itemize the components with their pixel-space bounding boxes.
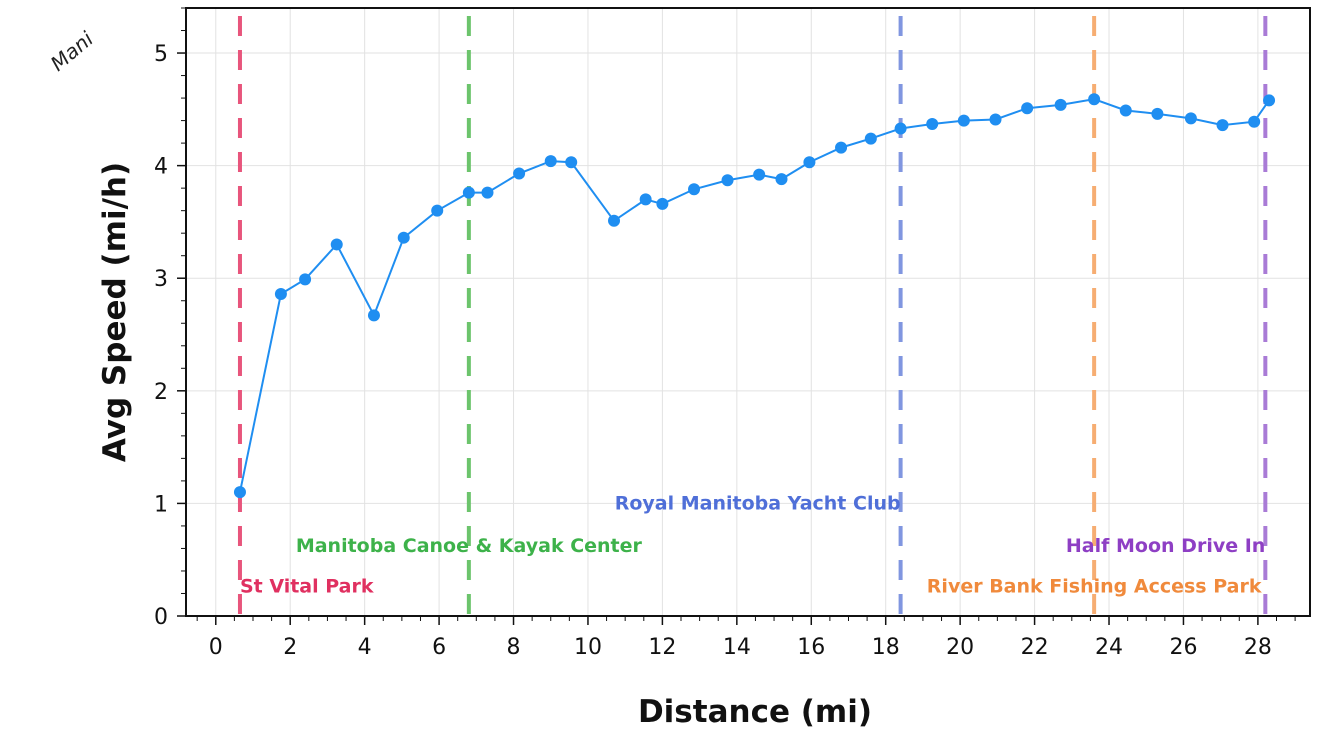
- series-line: [238, 98, 1270, 493]
- y-tick-label: 3: [154, 267, 168, 292]
- x-tick-label: 14: [723, 635, 751, 660]
- x-tick-label: 16: [797, 635, 825, 660]
- landmark-label: St Vital Park: [240, 576, 374, 598]
- data-point: [1263, 94, 1276, 107]
- x-tick-label: 6: [432, 635, 446, 660]
- data-point: [1088, 93, 1101, 106]
- data-point: [721, 174, 734, 187]
- data-point: [1054, 98, 1067, 111]
- data-point: [1184, 112, 1197, 125]
- grid-lines: [186, 8, 1310, 617]
- data-point: [894, 122, 907, 135]
- landmark-labels: St Vital Park Manitoba Canoe & Kayak Cent…: [240, 492, 1265, 597]
- plot-frame: [185, 7, 1311, 617]
- data-point: [431, 204, 444, 217]
- data-point: [803, 156, 816, 169]
- data-point: [688, 183, 701, 196]
- data-point: [1151, 107, 1164, 120]
- data-point: [330, 238, 343, 251]
- y-axis-title: Avg Speed (mi/h): [97, 162, 133, 462]
- y-tick-label: 0: [154, 605, 168, 630]
- x-tick-label: 20: [946, 635, 974, 660]
- y-tick-label: 1: [154, 492, 168, 517]
- data-point: [864, 132, 877, 145]
- data-point: [481, 186, 494, 199]
- corner-text: Mani: [46, 26, 98, 75]
- x-tick-label: 0: [209, 635, 223, 660]
- x-tick-label: 26: [1169, 635, 1197, 660]
- data-point: [565, 156, 578, 169]
- data-point: [926, 117, 939, 130]
- x-tick-label: 24: [1095, 635, 1123, 660]
- data-point: [775, 173, 788, 186]
- x-tick-label: 2: [283, 635, 297, 660]
- x-tick-label: 12: [648, 635, 676, 660]
- data-point: [835, 141, 848, 154]
- x-tick-label: 4: [358, 635, 372, 660]
- landmark-label: Half Moon Drive In: [1066, 535, 1265, 557]
- y-tick-label: 4: [154, 155, 168, 180]
- data-point: [753, 168, 766, 181]
- data-point: [274, 287, 287, 300]
- data-point: [1119, 104, 1132, 117]
- x-tick-label: 8: [507, 635, 521, 660]
- x-axis-ticks: 0 2 4 6 8 10 12 14 16 18 20 22 24 26 28: [196, 616, 1296, 660]
- data-point: [513, 167, 526, 180]
- landmark-label: Royal Manitoba Yacht Club: [615, 492, 901, 514]
- data-point: [1216, 119, 1229, 132]
- data-point: [656, 197, 669, 210]
- x-axis-title: Distance (mi): [638, 694, 872, 729]
- x-tick-label: 10: [574, 635, 602, 660]
- y-tick-label: 5: [154, 42, 168, 67]
- data-point: [1021, 102, 1034, 115]
- x-tick-label: 22: [1021, 635, 1049, 660]
- data-point: [608, 214, 621, 227]
- y-tick-label: 2: [154, 380, 168, 405]
- landmark-label: Manitoba Canoe & Kayak Center: [296, 535, 643, 557]
- landmark-label: River Bank Fishing Access Park: [927, 576, 1262, 598]
- x-tick-label: 18: [872, 635, 900, 660]
- data-point: [989, 113, 1002, 126]
- data-point: [639, 193, 652, 206]
- x-tick-label: 28: [1244, 635, 1272, 660]
- data-point: [1248, 115, 1261, 128]
- data-point: [544, 155, 557, 168]
- data-series: [233, 93, 1276, 499]
- data-point: [233, 486, 246, 499]
- data-point: [397, 231, 410, 244]
- data-point: [462, 186, 475, 199]
- data-point: [367, 309, 380, 322]
- data-point: [957, 114, 970, 127]
- data-point: [299, 273, 312, 286]
- y-axis-ticks: 0 1 2 3 4 5: [154, 7, 186, 630]
